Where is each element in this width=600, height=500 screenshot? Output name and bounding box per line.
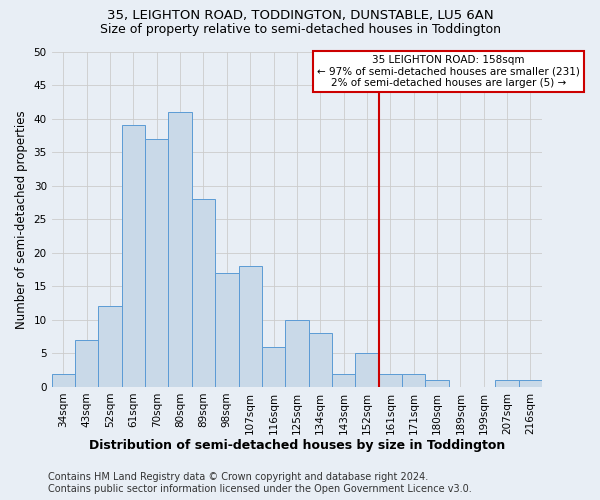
Text: 35 LEIGHTON ROAD: 158sqm
← 97% of semi-detached houses are smaller (231)
2% of s: 35 LEIGHTON ROAD: 158sqm ← 97% of semi-d… — [317, 55, 580, 88]
Bar — [379, 374, 402, 387]
Bar — [519, 380, 542, 387]
Bar — [98, 306, 122, 387]
Bar — [285, 320, 308, 387]
Bar — [169, 112, 192, 387]
Bar — [122, 126, 145, 387]
Bar — [262, 346, 285, 387]
Bar — [192, 199, 215, 387]
Bar — [355, 354, 379, 387]
Y-axis label: Number of semi-detached properties: Number of semi-detached properties — [15, 110, 28, 328]
Text: Size of property relative to semi-detached houses in Toddington: Size of property relative to semi-detach… — [100, 22, 500, 36]
Bar — [215, 273, 239, 387]
Bar — [75, 340, 98, 387]
Bar — [496, 380, 519, 387]
Bar — [425, 380, 449, 387]
Bar — [52, 374, 75, 387]
Bar — [402, 374, 425, 387]
Bar — [332, 374, 355, 387]
Bar — [145, 138, 169, 387]
X-axis label: Distribution of semi-detached houses by size in Toddington: Distribution of semi-detached houses by … — [89, 440, 505, 452]
Bar — [239, 266, 262, 387]
Text: Contains HM Land Registry data © Crown copyright and database right 2024.
Contai: Contains HM Land Registry data © Crown c… — [48, 472, 472, 494]
Bar — [308, 334, 332, 387]
Text: 35, LEIGHTON ROAD, TODDINGTON, DUNSTABLE, LU5 6AN: 35, LEIGHTON ROAD, TODDINGTON, DUNSTABLE… — [107, 9, 493, 22]
